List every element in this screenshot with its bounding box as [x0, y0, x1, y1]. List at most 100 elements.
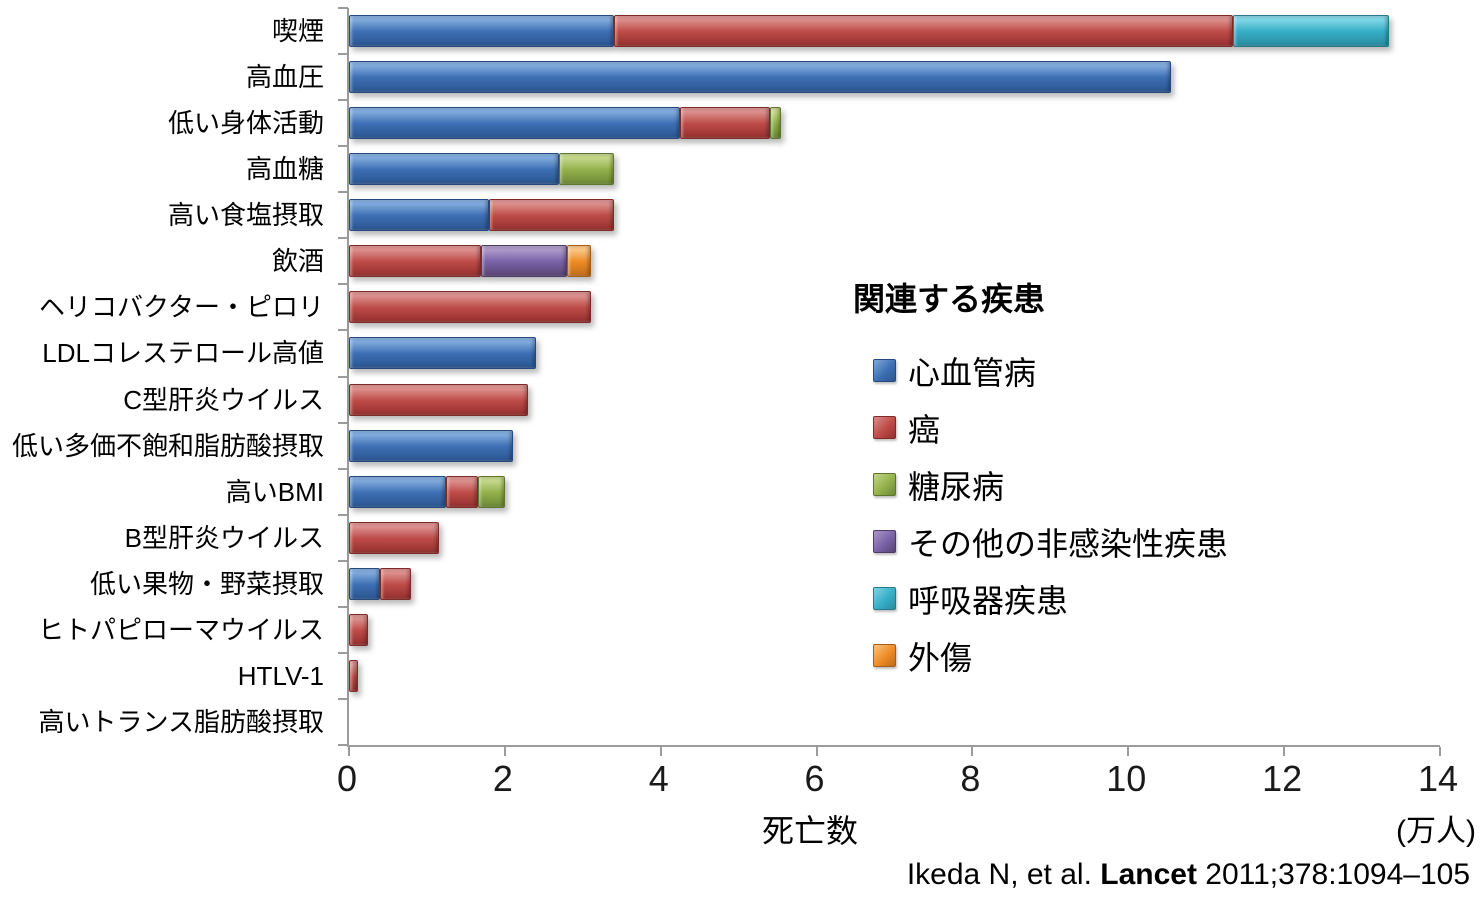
legend-title: 関連する疾患 — [853, 281, 1046, 317]
category-label: 低い多価不飽和脂肪酸摂取 — [11, 430, 324, 461]
category-label: C型肝炎ウイルス — [123, 384, 324, 415]
bar-segment-cancer — [489, 199, 614, 232]
bar-row — [349, 337, 537, 370]
x-axis-tick — [971, 747, 973, 756]
category-label: B型肝炎ウイルス — [124, 522, 324, 553]
citation-reference: 2011;378:1094–105 — [1196, 858, 1470, 891]
y-axis-tick — [338, 514, 348, 516]
bar-segment-cvd — [349, 199, 490, 232]
x-axis-tick — [660, 747, 662, 756]
bar-row — [349, 107, 782, 140]
x-tick-label: 12 — [1262, 758, 1303, 799]
bar-segment-cvd — [349, 153, 560, 186]
y-axis-tick — [338, 698, 348, 700]
x-tick-label: 6 — [804, 758, 825, 799]
bar-row — [349, 613, 369, 646]
x-axis-tick — [348, 747, 350, 756]
legend-item-other_ncd: その他の非感染性疾患 — [853, 513, 1228, 570]
bar-row — [349, 567, 412, 600]
bar-row — [349, 153, 614, 186]
bar-segment-diabetes — [559, 153, 614, 186]
legend-swatch-other_ncd — [873, 530, 896, 553]
x-tick-label: 10 — [1106, 758, 1147, 799]
x-tick-label: 14 — [1417, 758, 1459, 799]
bar-segment-diabetes — [477, 475, 505, 508]
legend-item-resp: 呼吸器疾患 — [853, 570, 1228, 627]
x-axis-tick — [816, 747, 818, 756]
legend-item-label: 外傷 — [908, 639, 973, 676]
category-label: 高血糖 — [245, 154, 324, 185]
bar-row — [349, 521, 439, 554]
legend-item-injury: 外傷 — [853, 627, 1228, 684]
citation-authors: Ikeda N, et al. — [906, 858, 1101, 891]
x-tick-label: 2 — [492, 758, 513, 799]
bar-segment-cvd — [349, 429, 513, 462]
y-axis-tick — [338, 606, 348, 608]
bar-row — [349, 61, 1172, 94]
bar-segment-injury — [567, 245, 591, 278]
legend-swatch-resp — [873, 587, 896, 610]
x-tick-label: 4 — [648, 758, 669, 799]
legend-item-cancer: 癌 — [853, 399, 1228, 456]
y-axis-tick — [338, 191, 348, 193]
y-axis-tick — [338, 145, 348, 147]
citation-journal: Lancet — [1100, 858, 1197, 891]
y-axis-tick — [338, 329, 348, 331]
category-label: 喫煙 — [271, 16, 324, 47]
legend-swatch-injury — [873, 644, 896, 667]
bar-row — [349, 429, 513, 462]
bar-segment-cancer — [349, 659, 359, 692]
y-axis-tick — [338, 53, 348, 55]
legend-item-label: 癌 — [908, 411, 941, 448]
bar-segment-cancer — [349, 383, 529, 416]
bar-segment-cancer — [349, 291, 591, 324]
x-axis-tick-labels: 0 2 4 6 8 10 12 14 — [0, 758, 1480, 800]
plot-area — [338, 7, 1441, 756]
y-axis-tick — [338, 422, 348, 424]
x-axis-unit-label: (万人) — [1396, 815, 1476, 848]
y-axis-tick — [338, 376, 348, 378]
bar-segment-cvd — [349, 61, 1172, 94]
legend-swatch-diabetes — [873, 473, 896, 496]
legend-swatch-cancer — [873, 416, 896, 439]
x-axis-tick — [1283, 747, 1285, 756]
bar-row — [349, 291, 591, 324]
y-axis-tick — [338, 237, 348, 239]
category-label: 高いBMI — [225, 476, 324, 507]
category-label: 飲酒 — [271, 246, 324, 277]
y-axis-tick — [338, 652, 348, 654]
bar-segment-cvd — [349, 107, 681, 140]
bar-segment-cancer — [680, 107, 770, 140]
x-tick-label: 0 — [336, 758, 358, 799]
category-label: 高血圧 — [245, 62, 324, 93]
legend-swatch-cvd — [873, 359, 896, 382]
bar-row — [349, 199, 614, 232]
legend-item-label: その他の非感染性疾患 — [908, 525, 1229, 562]
category-label: ヘリコバクター・ピロリ — [39, 292, 324, 323]
legend-items: 心血管病癌糖尿病 その他の非感染性疾患 呼吸器疾患 外傷 — [853, 342, 1228, 684]
x-axis-tick — [1127, 747, 1129, 756]
bar-row — [349, 659, 359, 692]
category-label: 低い果物・野菜摂取 — [89, 568, 324, 599]
x-axis-tick — [1439, 747, 1441, 756]
bar-segment-cvd — [349, 337, 537, 370]
x-axis-tick — [504, 747, 506, 756]
x-axis-label: 死亡数 — [761, 813, 858, 849]
bar-segment-cancer — [349, 521, 439, 554]
bar-row — [349, 245, 591, 278]
y-axis-tick — [338, 283, 348, 285]
bar-segment-diabetes — [769, 107, 782, 140]
category-label: HTLV-1 — [237, 660, 324, 691]
y-axis-tick — [338, 744, 348, 746]
y-axis-tick — [338, 7, 348, 9]
y-axis-tick — [338, 99, 348, 101]
citation: Ikeda N, et al. Lancet 2011;378:1094–105 — [907, 858, 1470, 892]
bar-segment-other_ncd — [481, 245, 568, 278]
bar-segment-cvd — [349, 15, 614, 48]
category-label: 高い食塩摂取 — [167, 200, 324, 231]
bar-segment-cancer — [613, 15, 1234, 48]
y-axis-category-labels: 喫煙 高血圧 低い身体活動 高血糖 高い食塩摂取 飲酒 ヘリコバクター・ピロリ LDLコレステ… — [0, 8, 334, 745]
legend-item-cvd: 心血管病 — [853, 342, 1228, 399]
bar-segment-cancer — [380, 567, 412, 600]
